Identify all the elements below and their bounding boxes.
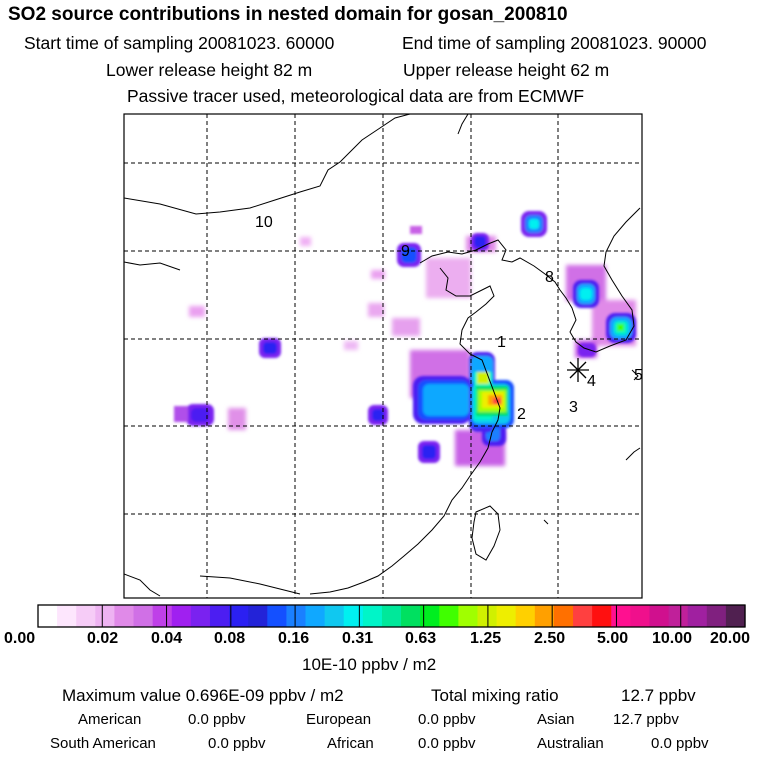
region-american-label: American [78, 711, 142, 728]
colorbar-swatch [190, 605, 211, 627]
colorbar-tick-0: 0.00 [4, 630, 36, 647]
colorbar-swatch [668, 605, 689, 627]
region-australian-label: Australian [537, 735, 604, 752]
colorbar-tick-5: 0.31 [342, 630, 374, 647]
colorbar-swatch [343, 605, 364, 627]
colorbar-swatch [57, 605, 77, 627]
colorbar-tick-11: 20.00 [710, 630, 751, 647]
high-concentration-plume [413, 352, 514, 432]
low-concentration-plume [189, 236, 636, 466]
colorbar-swatch [248, 605, 268, 627]
end-time-label: End time of sampling 20081023. 90000 [402, 33, 707, 53]
region-label-9: 9 [401, 243, 410, 260]
region-label-4: 4 [587, 373, 596, 390]
region-south-american-value: 0.0 ppbv [208, 735, 266, 752]
total-mixing-ratio-label: Total mixing ratio [431, 686, 559, 705]
region-african-label: African [327, 735, 374, 752]
colorbar-swatch [496, 605, 517, 627]
colorbar-swatch [439, 605, 459, 627]
colorbar-swatch [324, 605, 345, 627]
region-label-5: 5 [634, 367, 643, 384]
colorbar-swatch [305, 605, 326, 627]
region-label-2: 2 [517, 406, 526, 423]
colorbar-ticks [101, 605, 682, 627]
colorbar-swatch [171, 605, 192, 627]
colorbar-swatch [725, 605, 746, 627]
colorbar-swatch [477, 605, 498, 627]
lower-release-height: Lower release height 82 m [106, 60, 313, 80]
region-australian-value: 0.0 ppbv [651, 735, 709, 752]
region-asian-value: 12.7 ppbv [613, 711, 679, 728]
colorbar-swatch [38, 605, 58, 627]
colorbar-swatch [706, 605, 727, 627]
colorbar-swatch [114, 605, 135, 627]
colorbar-swatch [401, 605, 421, 627]
colorbar-swatch [267, 605, 288, 627]
maximum-value: Maximum value 0.696E-09 ppbv / m2 [62, 686, 344, 705]
region-european-label: European [306, 711, 372, 728]
colorbar-tick-10: 10.00 [652, 630, 693, 647]
receptor-marker [567, 358, 589, 382]
colorbar-tick-2: 0.04 [151, 630, 183, 647]
colorbar-swatch [209, 605, 230, 627]
colorbar-swatch [649, 605, 670, 627]
colorbar-swatch [420, 605, 440, 627]
colorbar-swatch [592, 605, 612, 627]
colorbar-swatch [286, 605, 307, 627]
colorbar [38, 605, 746, 627]
colorbar-swatch [362, 605, 383, 627]
colorbar-swatch [133, 605, 154, 627]
units-label: 10E-10 ppbv / m2 [302, 655, 437, 674]
colorbar-swatch [687, 605, 708, 627]
colorbar-swatch [76, 605, 96, 627]
colorbar-tick-9: 5.00 [597, 630, 629, 647]
colorbar-swatch [534, 605, 555, 627]
coastlines [124, 114, 641, 597]
region-label-10: 10 [255, 214, 273, 231]
colorbar-swatch [573, 605, 593, 627]
upper-release-height: Upper release height 62 m [403, 60, 610, 80]
colorbar-swatch [515, 605, 536, 627]
region-label-8: 8 [545, 269, 554, 286]
colorbar-frame [37, 604, 746, 628]
colorbar-swatch [381, 605, 402, 627]
colorbar-swatch [229, 605, 249, 627]
colorbar-swatch [611, 605, 631, 627]
map-frame [123, 113, 643, 599]
colorbar-tick-4: 0.16 [278, 630, 310, 647]
colorbar-swatch [152, 605, 173, 627]
colorbar-swatch [630, 605, 651, 627]
region-south-american-label: South American [50, 735, 156, 752]
region-asian-label: Asian [537, 711, 575, 728]
colorbar-tick-7: 1.25 [470, 630, 502, 647]
start-time-label: Start time of sampling 20081023. 60000 [24, 33, 335, 53]
colorbar-swatch [458, 605, 479, 627]
chart-title: SO2 source contributions in nested domai… [8, 4, 568, 25]
lat-lon-grid [124, 114, 642, 598]
tracer-note: Passive tracer used, meteorological data… [127, 86, 585, 106]
region-american-value: 0.0 ppbv [188, 711, 246, 728]
colorbar-tick-8: 2.50 [534, 630, 566, 647]
region-label-1: 1 [497, 334, 506, 351]
total-mixing-ratio-value: 12.7 ppbv [621, 686, 696, 705]
colorbar-tick-1: 0.02 [87, 630, 119, 647]
region-african-value: 0.0 ppbv [418, 735, 476, 752]
colorbar-tick-3: 0.08 [214, 630, 246, 647]
colorbar-tick-6: 0.63 [405, 630, 437, 647]
colorbar-swatch [553, 605, 574, 627]
region-european-value: 0.0 ppbv [418, 711, 476, 728]
region-label-3: 3 [569, 399, 578, 416]
colorbar-swatch [95, 605, 116, 627]
